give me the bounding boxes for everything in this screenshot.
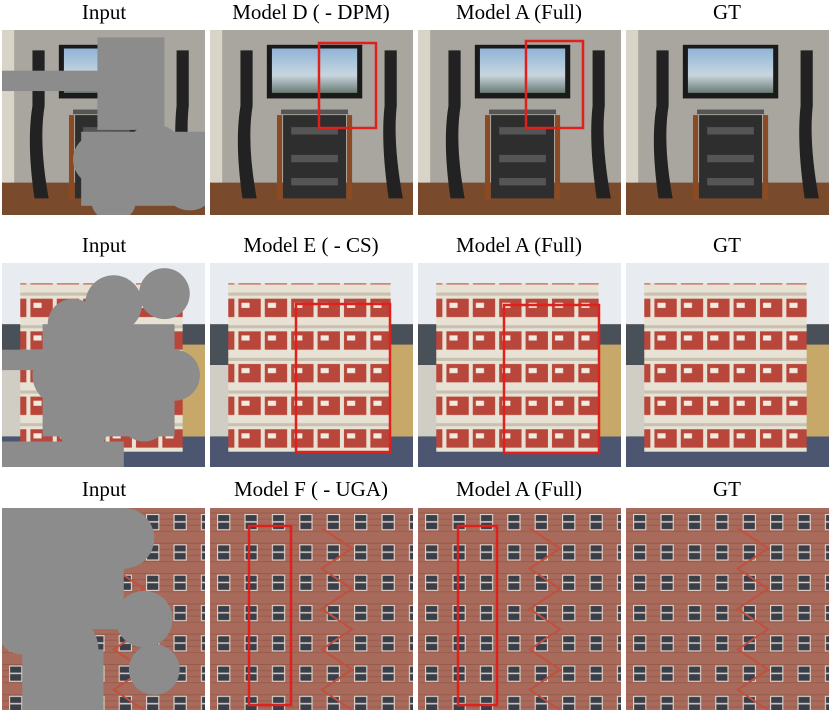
column-label: Model A (Full): [456, 0, 582, 24]
hole-mask: [2, 508, 180, 710]
photo: [626, 508, 829, 710]
column-label: Model A (Full): [456, 477, 582, 501]
column-label: Model F ( - UGA): [234, 477, 388, 501]
highlight-box: [317, 41, 378, 130]
highlight-box: [294, 302, 392, 454]
highlight-box: [247, 524, 293, 707]
column-label: GT: [713, 233, 741, 257]
photo: [626, 30, 829, 215]
column-label: GT: [713, 0, 741, 24]
column-label: Input: [82, 233, 126, 257]
image-grid: [2, 30, 829, 710]
column-label: GT: [713, 477, 741, 501]
photo: [418, 30, 621, 215]
photo: [418, 508, 621, 710]
photo: [210, 263, 413, 467]
photo: [626, 263, 829, 467]
highlight-box: [502, 303, 601, 455]
column-label: Input: [82, 477, 126, 501]
photo: [210, 508, 413, 710]
column-label: Model E ( - CS): [243, 233, 378, 257]
highlight-boxes: [247, 39, 601, 707]
photo: [210, 30, 413, 215]
highlight-box: [524, 39, 585, 130]
column-label: Model A (Full): [456, 233, 582, 257]
labels: Input Model D ( - DPM) Model A (Full) GT…: [82, 0, 741, 501]
photo: [418, 263, 621, 467]
highlight-box: [456, 524, 499, 707]
column-label: Model D ( - DPM): [232, 0, 390, 24]
column-label: Input: [82, 0, 126, 24]
